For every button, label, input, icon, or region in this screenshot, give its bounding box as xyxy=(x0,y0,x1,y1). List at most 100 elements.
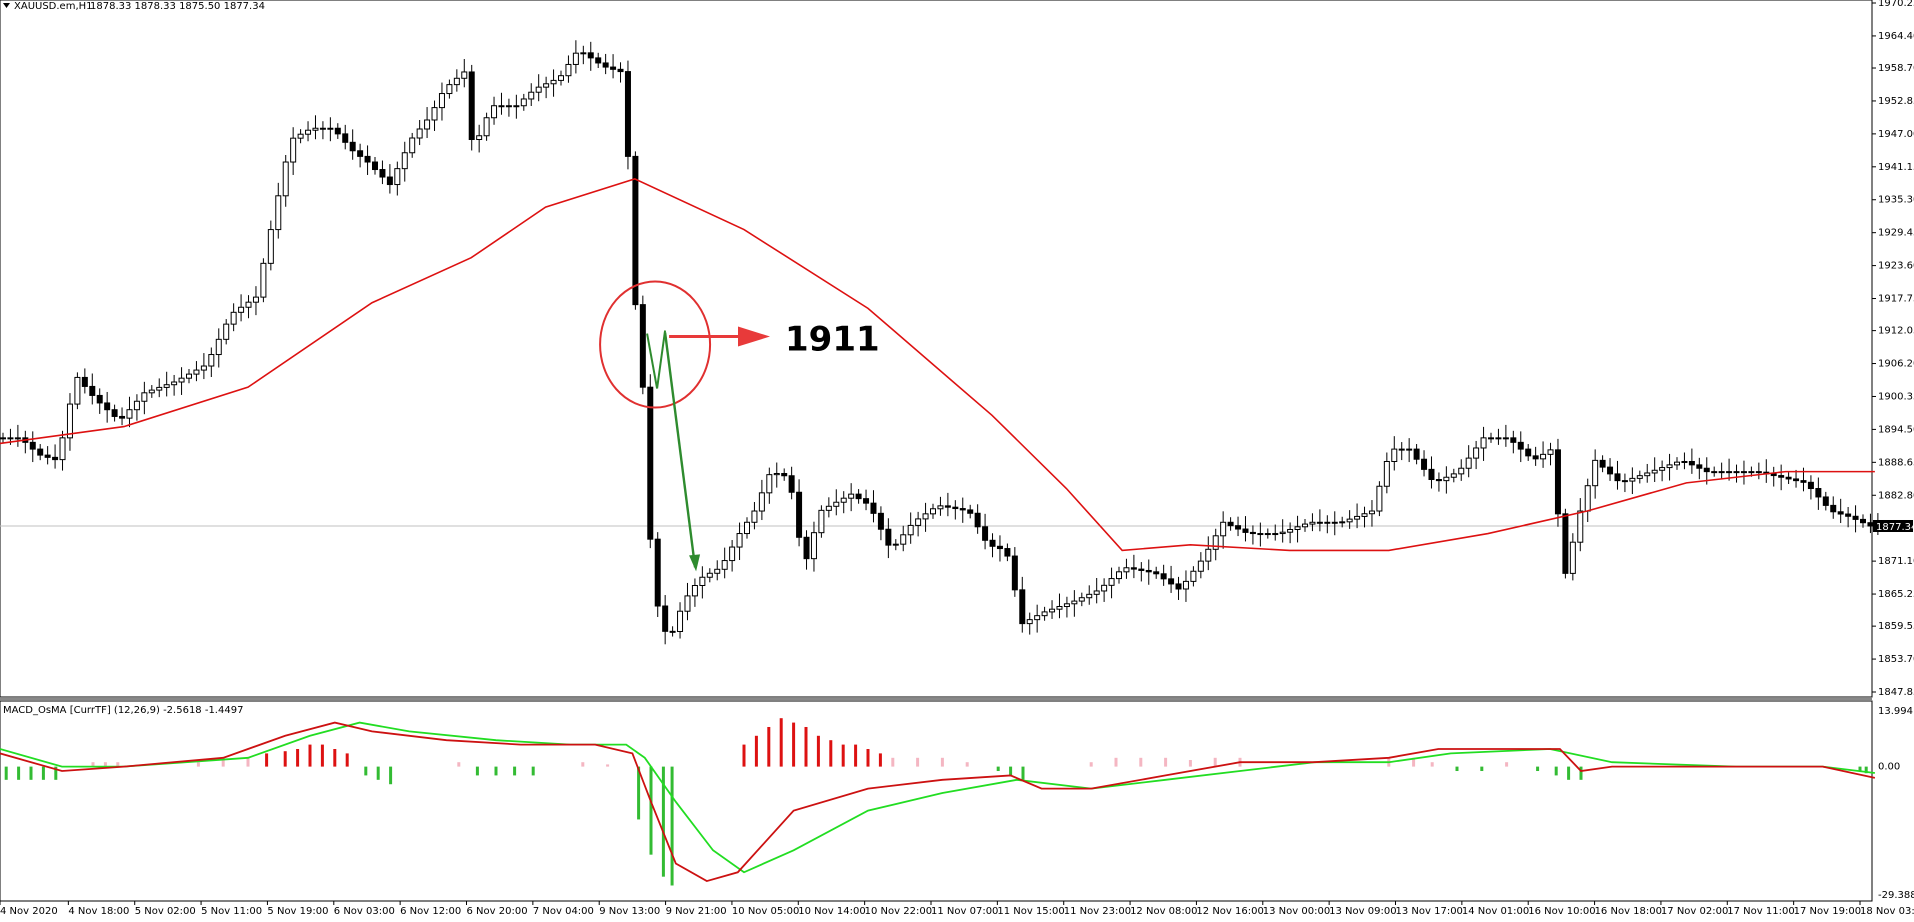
candle-body xyxy=(1651,469,1658,474)
time-tick-label: 18 Nov 03:00 xyxy=(1860,906,1914,917)
price-tick-label: 1970.25 xyxy=(1878,0,1914,9)
candle-body xyxy=(632,155,639,306)
candle-body xyxy=(1621,480,1628,483)
candle-body xyxy=(1093,590,1100,595)
candle-body xyxy=(840,497,847,503)
price-tick-label: 1935.30 xyxy=(1878,195,1914,206)
candle-body xyxy=(907,524,914,536)
candle-body xyxy=(461,71,468,79)
current-price-tag xyxy=(1873,519,1913,532)
candle-body xyxy=(1309,521,1316,525)
candle-body xyxy=(1398,448,1405,451)
candle-body xyxy=(1793,478,1800,482)
candle-body xyxy=(1294,526,1301,530)
candle-body xyxy=(1346,518,1353,523)
macd-histogram-bar xyxy=(103,762,107,767)
macd-histogram-bar xyxy=(333,749,337,767)
candle-body xyxy=(119,415,126,419)
candle-body xyxy=(937,505,944,510)
candle-body xyxy=(1160,573,1167,580)
candle-body xyxy=(156,386,163,391)
candle-body xyxy=(1465,457,1472,469)
candle-body xyxy=(1257,533,1264,536)
candle-body xyxy=(900,534,907,545)
candle-body xyxy=(446,84,453,95)
macd-histogram-bar xyxy=(829,740,833,767)
candle-body xyxy=(305,129,312,135)
candle-body xyxy=(1450,473,1457,478)
macd-histogram-bar xyxy=(1213,757,1217,767)
candle-body xyxy=(930,508,936,515)
time-tick-label: 10 Nov 22:00 xyxy=(865,906,932,917)
candle-body xyxy=(1078,597,1085,602)
candle-body xyxy=(59,437,66,461)
price-tick-label: 1847.85 xyxy=(1878,687,1914,698)
candle-body xyxy=(654,538,661,607)
price-tick-label: 1859.55 xyxy=(1878,621,1914,632)
candle-body xyxy=(691,585,698,597)
candle-body xyxy=(409,137,416,154)
time-tick-label: 11 Nov 07:00 xyxy=(931,906,998,917)
macd-histogram-bar xyxy=(891,757,895,767)
candle-body xyxy=(959,508,966,511)
candle-body xyxy=(1599,459,1606,468)
candle-body xyxy=(550,79,557,85)
macd-histogram-bar xyxy=(389,766,393,785)
macd-histogram-bar xyxy=(767,726,771,767)
candle-body xyxy=(677,610,684,632)
time-tick-label: 9 Nov 13:00 xyxy=(599,906,660,917)
candle-body xyxy=(662,605,669,632)
candle-body xyxy=(1287,528,1294,533)
candle-body xyxy=(1778,475,1785,478)
macd-histogram-bar xyxy=(91,762,95,767)
price-tick-label: 1952.85 xyxy=(1878,96,1914,107)
macd-histogram-bar xyxy=(531,766,535,776)
candle-body xyxy=(1034,615,1041,621)
macd-histogram-bar xyxy=(475,766,479,776)
candle-body xyxy=(863,498,870,504)
candle-body xyxy=(1428,468,1435,481)
candle-body xyxy=(1421,458,1428,470)
candle-body xyxy=(96,394,103,404)
candle-body xyxy=(312,127,319,131)
candle-body xyxy=(535,86,542,93)
candle-body xyxy=(1071,600,1078,605)
candle-body xyxy=(751,510,758,523)
candle-body xyxy=(1636,475,1643,479)
collapse-icon[interactable] xyxy=(3,3,10,8)
candle-body xyxy=(699,576,706,587)
price-panel[interactable] xyxy=(0,0,1873,698)
candle-body xyxy=(1733,471,1740,474)
candle-body xyxy=(186,373,192,379)
macd-histogram-bar xyxy=(457,762,461,767)
candle-body xyxy=(610,66,617,70)
time-tick-label: 17 Nov 11:00 xyxy=(1727,906,1794,917)
macd-histogram-bar xyxy=(996,766,1000,772)
candle-body xyxy=(1629,477,1636,482)
macd-histogram-bar xyxy=(854,744,858,767)
time-tick-label: 9 Nov 21:00 xyxy=(666,906,727,917)
candle-body xyxy=(357,150,364,157)
candle-body xyxy=(1696,464,1703,469)
macd-histogram-bar xyxy=(940,757,944,767)
time-tick-label: 11 Nov 15:00 xyxy=(997,906,1064,917)
candle-body xyxy=(1525,448,1532,457)
candle-body xyxy=(543,83,550,88)
annotation-label: 1911 xyxy=(785,320,880,360)
macd-histogram-bar xyxy=(1089,762,1093,767)
candle-body xyxy=(781,472,788,477)
macd-histogram-bar xyxy=(637,766,641,820)
macd-tick-label: 13.9941 xyxy=(1878,706,1914,717)
macd-panel[interactable] xyxy=(0,700,1873,902)
candle-body xyxy=(706,572,713,578)
price-tick-label: 1853.70 xyxy=(1878,654,1914,665)
candle-body xyxy=(1153,571,1160,575)
macd-histogram-bar xyxy=(670,766,674,886)
candle-body xyxy=(989,539,996,547)
candle-body xyxy=(520,98,527,107)
time-tick-label: 13 Nov 17:00 xyxy=(1396,906,1463,917)
candle-body xyxy=(476,135,483,141)
candle-body xyxy=(416,128,423,139)
macd-histogram-bar xyxy=(221,760,225,767)
candle-body xyxy=(1785,476,1792,480)
